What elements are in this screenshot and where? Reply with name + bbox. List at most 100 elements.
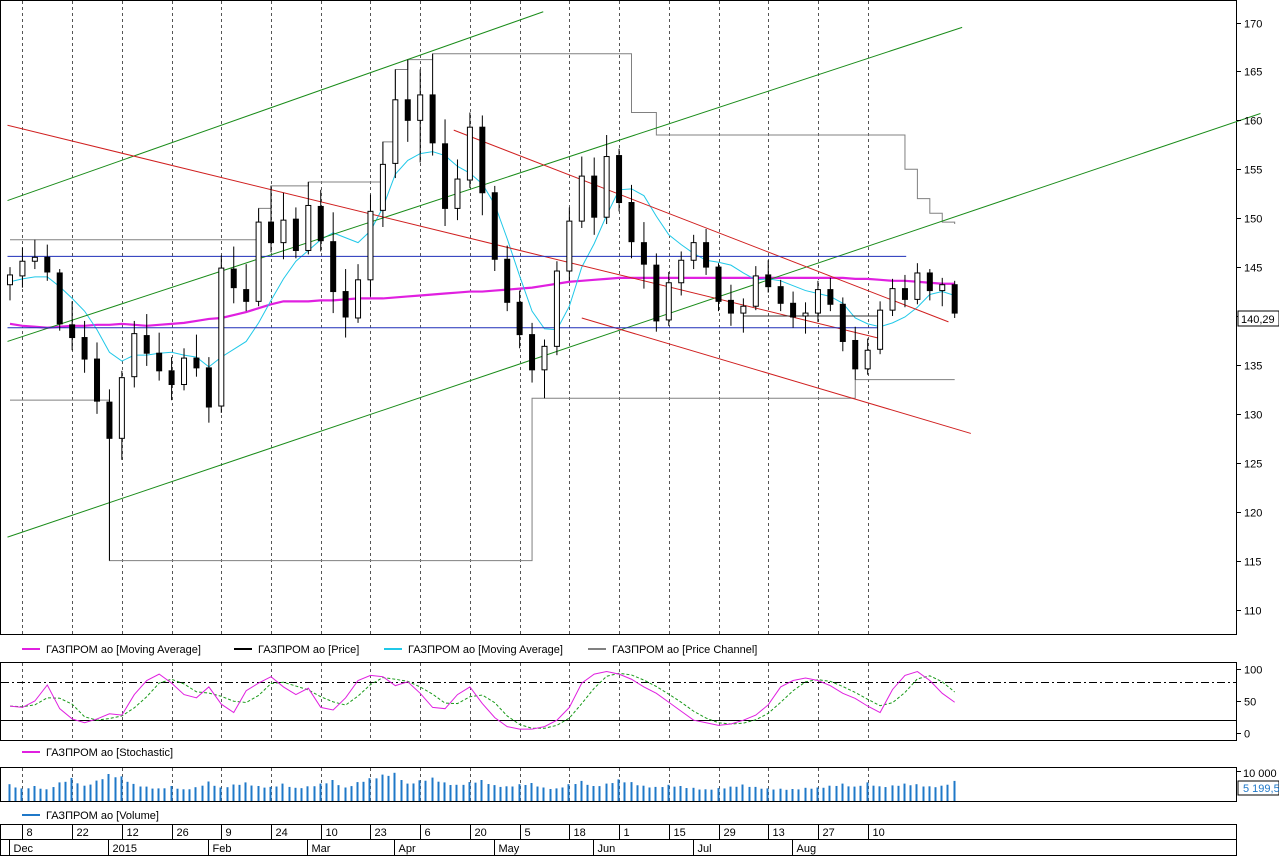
- volume-axis: 10 000 5 199,5: [1236, 768, 1279, 796]
- candle-body: [205, 367, 212, 408]
- candle: [901, 274, 908, 308]
- candle: [330, 212, 337, 314]
- volume-bar: [325, 783, 328, 801]
- stochastic-k-line: [9, 671, 955, 730]
- volume-bar: [76, 783, 79, 801]
- volume-bar: [480, 780, 483, 801]
- volume-bar: [319, 783, 322, 801]
- volume-bar: [226, 787, 229, 801]
- volume-last-label: 5 199,5: [1243, 783, 1279, 795]
- price-axis: 110115120125130135140145150155160165170: [1236, 19, 1262, 618]
- volume-bar: [822, 787, 825, 801]
- volume-bar: [667, 784, 670, 801]
- day-tick-label: 10: [326, 827, 338, 839]
- volume-bar: [95, 780, 98, 801]
- candle: [230, 246, 237, 304]
- volume-bar: [760, 788, 763, 801]
- volume-bar: [704, 789, 707, 801]
- volume-bar: [654, 786, 657, 801]
- candle-body: [852, 339, 859, 370]
- legend-label: ГАЗПРОМ ао [Price]: [258, 644, 359, 656]
- volume-bar: [58, 782, 61, 801]
- volume-bar: [462, 784, 465, 801]
- candle: [7, 267, 13, 301]
- candle-body: [939, 284, 946, 292]
- volume-bar: [449, 784, 452, 801]
- candle-body: [143, 335, 150, 354]
- price-tick-label: 150: [1244, 214, 1262, 226]
- volume-bar: [176, 788, 179, 801]
- candle: [81, 320, 88, 373]
- volume-bar: [39, 788, 42, 801]
- candle-body: [529, 334, 536, 371]
- volume-bar: [785, 789, 788, 801]
- volume-bar: [648, 787, 651, 801]
- candle-body: [777, 286, 784, 304]
- candle: [802, 302, 809, 334]
- volume-bar: [505, 786, 508, 801]
- candle-body: [864, 349, 871, 370]
- stochastic-signal-line: [9, 672, 955, 729]
- day-tick-label: 8: [27, 827, 33, 839]
- candle-body: [516, 301, 523, 336]
- volume-bar: [642, 785, 645, 801]
- trend-line: [7, 11, 544, 202]
- volume-bar: [132, 783, 135, 801]
- day-tick-label: 15: [674, 827, 686, 839]
- candle: [168, 357, 175, 401]
- candle: [864, 338, 871, 375]
- candle: [678, 251, 685, 296]
- candle: [417, 69, 424, 163]
- volume-bar: [561, 787, 564, 801]
- candle-body: [802, 312, 809, 317]
- volume-bar: [679, 786, 682, 801]
- volume-bar: [337, 785, 340, 801]
- candle-body: [703, 242, 710, 268]
- volume-bar: [605, 783, 608, 801]
- volume-bar: [182, 789, 185, 801]
- candle-body: [280, 219, 287, 244]
- candle: [479, 115, 486, 216]
- volume-bar: [636, 785, 639, 801]
- volume-bar: [841, 783, 844, 801]
- candle: [31, 239, 38, 270]
- volume-bar: [400, 780, 403, 801]
- candle: [392, 69, 399, 179]
- legend-label: ГАЗПРОМ ао [Volume]: [46, 810, 159, 822]
- volume-bar: [263, 787, 266, 801]
- stochastic-panel-frame[interactable]: [0, 662, 1237, 741]
- candle: [665, 271, 672, 326]
- volume-bar: [83, 785, 86, 801]
- candle: [243, 264, 250, 312]
- candle: [653, 253, 660, 332]
- day-tick-label: 6: [425, 827, 431, 839]
- volume-bar: [549, 788, 552, 801]
- volume-bar: [934, 787, 937, 801]
- price-tick-label: 170: [1244, 19, 1262, 31]
- volume-bar: [623, 782, 626, 801]
- volume-bar: [630, 782, 633, 801]
- candle-body: [305, 204, 312, 251]
- candle-body: [7, 274, 13, 286]
- candle: [44, 244, 51, 281]
- candle-body: [814, 289, 821, 314]
- volume-bar: [418, 780, 421, 801]
- volume-bar: [828, 785, 831, 801]
- candle-body: [715, 266, 722, 302]
- volume-bar: [443, 782, 446, 801]
- candle-body: [566, 220, 573, 272]
- candle: [727, 284, 734, 326]
- volume-bar: [232, 784, 235, 801]
- volume-bar: [151, 788, 154, 801]
- volume-bar: [455, 784, 458, 801]
- volume-bar: [574, 784, 577, 801]
- volume-bar: [816, 787, 819, 801]
- candle-body: [877, 309, 884, 350]
- price-panel-frame[interactable]: [0, 0, 1237, 635]
- volume-bar: [89, 784, 92, 801]
- candle: [765, 260, 772, 293]
- volume-bar: [810, 788, 813, 801]
- candle-body: [616, 155, 623, 204]
- candle-body: [466, 126, 473, 181]
